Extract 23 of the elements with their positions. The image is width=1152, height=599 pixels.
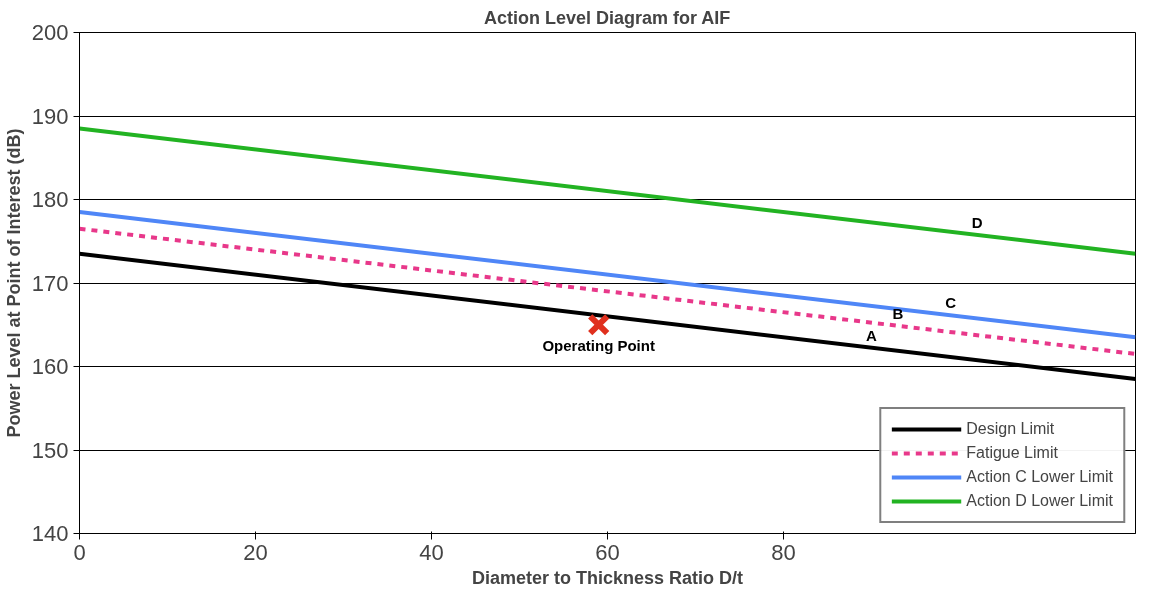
x-tick-label: 40 [419, 539, 444, 565]
legend-label: Action C Lower Limit [966, 468, 1113, 486]
y-tick-label: 150 [31, 437, 69, 463]
legend-label: Design Limit [966, 420, 1055, 438]
chart-title: Action Level Diagram for AIF [483, 7, 731, 28]
x-tick-label: 60 [595, 539, 620, 565]
annotation: Operating Point [542, 336, 655, 354]
legend-label: Action D Lower Limit [966, 492, 1113, 510]
x-axis-title: Diameter to Thickness Ratio D/t [471, 567, 744, 588]
legend-label: Fatigue Limit [966, 444, 1058, 462]
y-tick-label: 190 [31, 103, 69, 129]
y-tick-label: 140 [31, 521, 69, 546]
annotation: C [945, 294, 957, 312]
y-axis-title: Power Level at Point of Interest (dB) [3, 128, 24, 438]
x-tick-label: 80 [771, 539, 796, 565]
x-tick-label: 0 [73, 539, 86, 565]
y-tick-label: 170 [31, 270, 69, 296]
y-tick-label: 180 [31, 187, 69, 212]
annotation: D [971, 213, 983, 231]
y-tick-label: 160 [31, 354, 69, 379]
y-tick-label: 200 [31, 20, 69, 45]
annotation: A [866, 326, 878, 344]
x-tick-label: 20 [243, 539, 268, 565]
